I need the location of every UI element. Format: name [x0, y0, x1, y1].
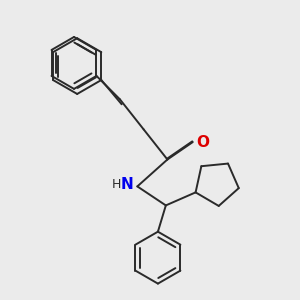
Text: O: O [196, 135, 209, 150]
Text: H: H [112, 178, 122, 191]
Text: N: N [121, 177, 134, 192]
